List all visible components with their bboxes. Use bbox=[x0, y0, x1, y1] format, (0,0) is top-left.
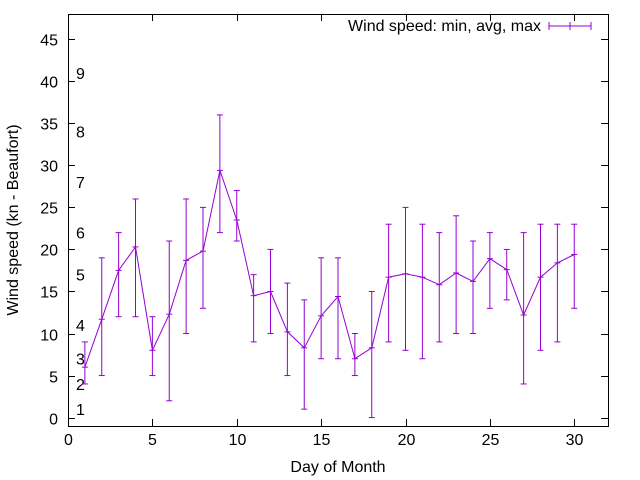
beaufort-label: 5 bbox=[76, 268, 85, 285]
legend-label: Wind speed: min, avg, max bbox=[348, 18, 541, 35]
y-tick-label: 45 bbox=[40, 33, 58, 50]
x-tick-label: 15 bbox=[313, 432, 331, 449]
y-tick-label: 30 bbox=[40, 159, 58, 176]
beaufort-scale: 1 2 3 4 5 6 7 8 9 bbox=[76, 66, 85, 419]
wind-series bbox=[81, 114, 578, 419]
avg-line bbox=[84, 168, 575, 368]
y-tick-label: 15 bbox=[40, 285, 58, 302]
y-tick-label: 20 bbox=[40, 243, 58, 260]
y-tick-label: 25 bbox=[40, 201, 58, 218]
x-tick-label: 10 bbox=[229, 432, 247, 449]
y-tick-label: 10 bbox=[40, 328, 58, 345]
y-tick-label: 40 bbox=[40, 75, 58, 92]
beaufort-label: 1 bbox=[76, 402, 85, 419]
x-tick-label: 5 bbox=[148, 432, 157, 449]
beaufort-label: 8 bbox=[76, 125, 85, 142]
x-tick-label: 25 bbox=[482, 432, 500, 449]
beaufort-label: 2 bbox=[76, 377, 85, 394]
y-axis-label: Wind speed (kn - Beaufort) bbox=[5, 124, 22, 315]
beaufort-label: 9 bbox=[76, 66, 85, 83]
x-axis-label: Day of Month bbox=[290, 459, 385, 476]
beaufort-label: 3 bbox=[76, 352, 85, 369]
legend-key bbox=[548, 22, 592, 30]
legend: Wind speed: min, avg, max bbox=[348, 18, 592, 35]
beaufort-label: 6 bbox=[76, 226, 85, 243]
y-tick-label: 0 bbox=[49, 412, 58, 429]
plot-frame bbox=[68, 14, 609, 427]
beaufort-label: 4 bbox=[76, 318, 85, 335]
x-tick-label: 0 bbox=[64, 432, 73, 449]
x-tick-label: 20 bbox=[398, 432, 416, 449]
y-tick-label: 5 bbox=[49, 370, 58, 387]
y-tick-label: 35 bbox=[40, 117, 58, 134]
x-tick-label: 30 bbox=[566, 432, 584, 449]
beaufort-label: 7 bbox=[76, 175, 85, 192]
